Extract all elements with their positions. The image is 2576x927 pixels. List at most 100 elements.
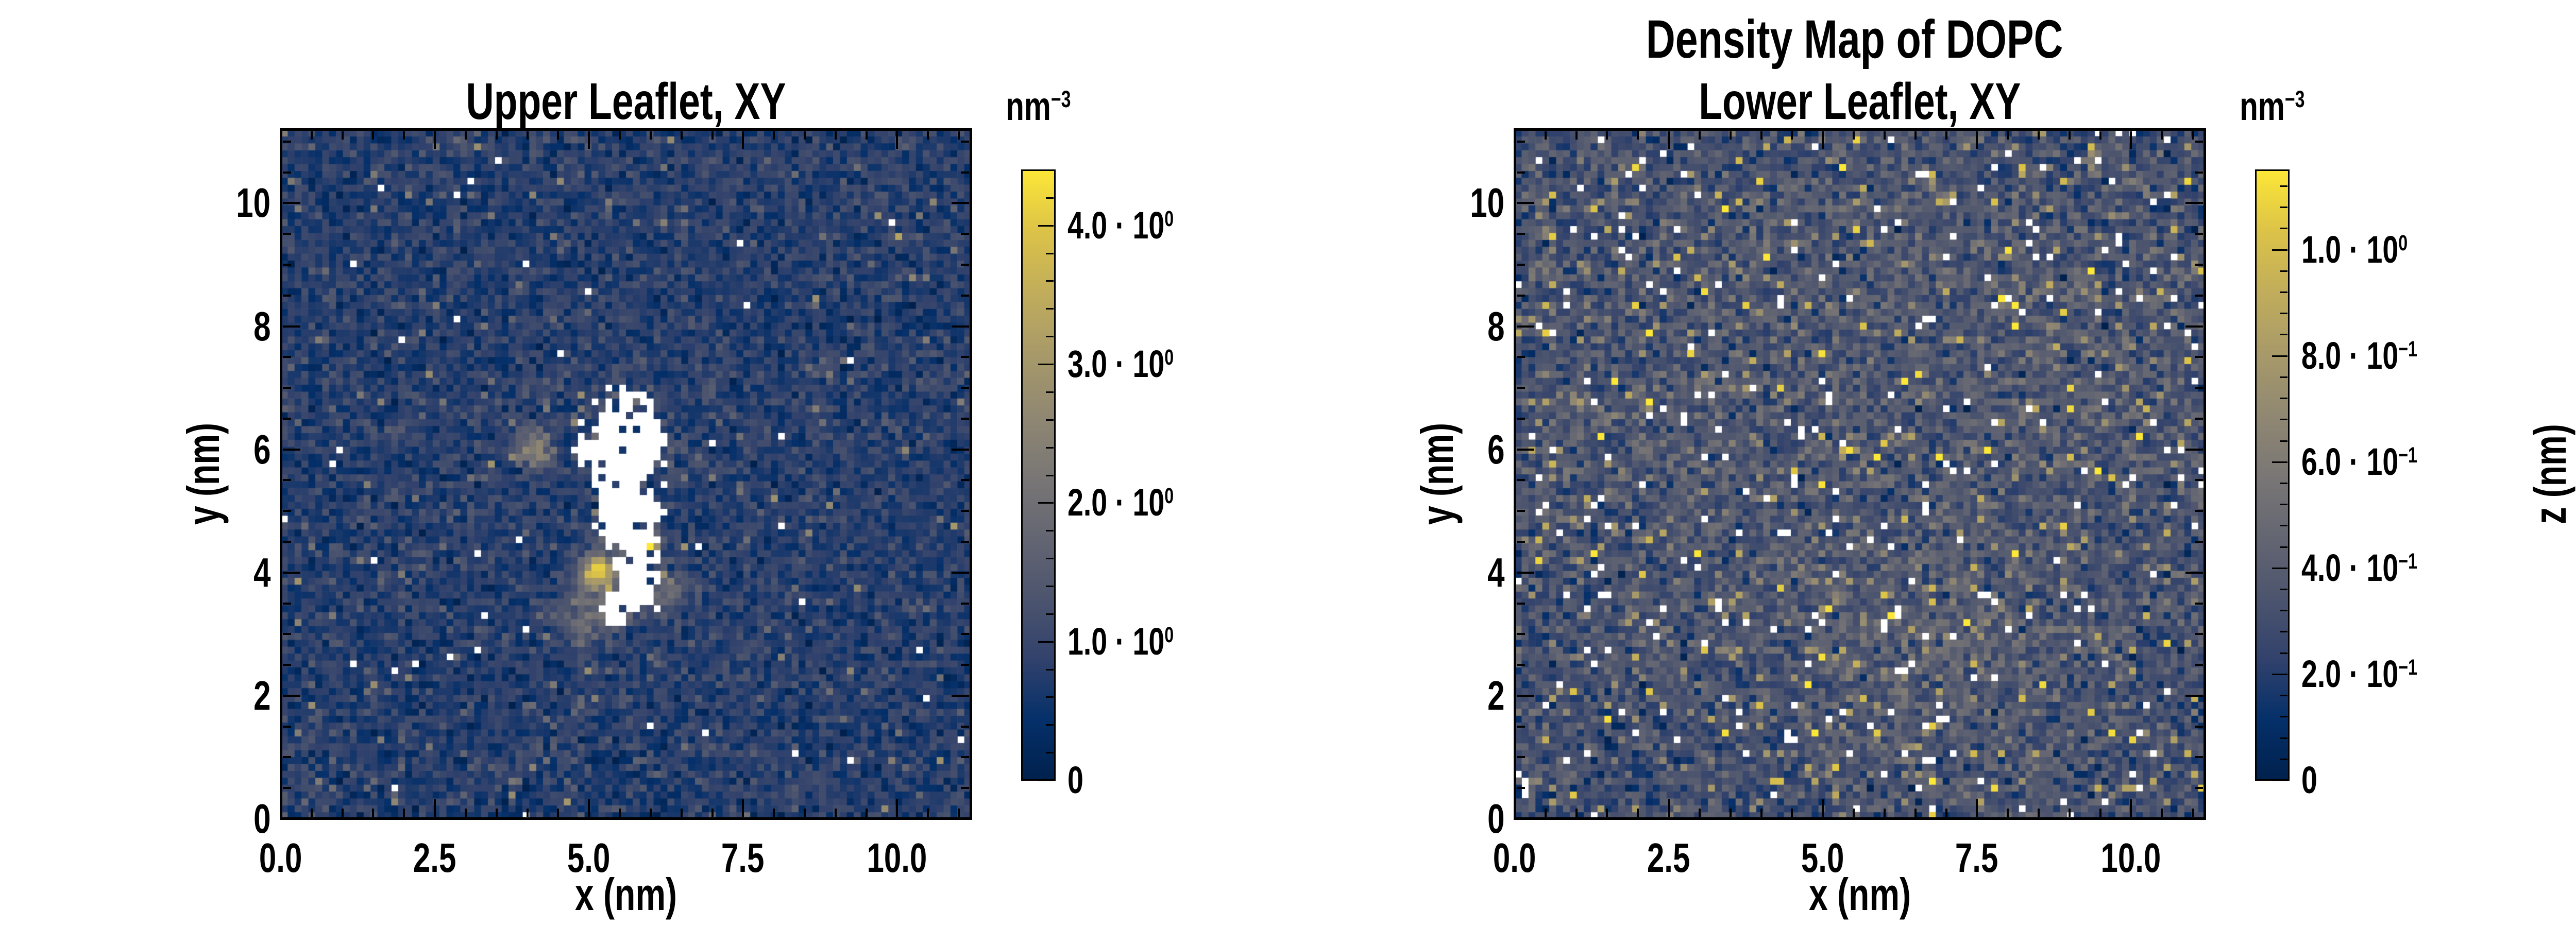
y-major-tick: [952, 202, 969, 204]
exponent: −3: [1051, 86, 1071, 113]
colorbar-minor-tick: [1046, 474, 1054, 476]
colorbar-tick-label: 0: [1067, 753, 1428, 807]
y-major-tick: [1517, 572, 1534, 574]
x-tick-label: 2.5: [332, 831, 538, 885]
y-minor-tick: [1517, 356, 1525, 358]
y-tick-label: 6: [64, 423, 270, 476]
colorbar-minor-tick: [2280, 503, 2287, 505]
colorbar-minor-tick: [2280, 206, 2287, 208]
colorbar-minor-tick: [1046, 696, 1054, 698]
x-tick-label: 0.0: [1412, 831, 1618, 885]
y-minor-tick: [283, 233, 291, 235]
x-minor-tick: [311, 809, 313, 817]
y-minor-tick: [1517, 510, 1525, 512]
y-major-tick: [2185, 325, 2203, 328]
x-minor-tick: [1914, 131, 1917, 140]
y-minor-tick: [961, 603, 969, 605]
y-minor-tick: [1517, 664, 1525, 666]
colorbar-frame-lower-leaflet: [2255, 169, 2290, 781]
colorbar-minor-tick: [2280, 609, 2287, 611]
colorbar-tick-label-text: 0: [2301, 759, 2317, 801]
y-minor-tick: [283, 787, 291, 789]
y-minor-tick: [961, 264, 969, 266]
colorbar-minor-tick: [1046, 751, 1054, 753]
colorbar-tick-label: 2.0 · 10−1: [2301, 647, 2576, 707]
colorbar-unit-label: nm−3: [2170, 81, 2376, 137]
y-minor-tick: [1517, 541, 1525, 543]
y-tick-label: 8: [64, 300, 270, 353]
plot-title-lower-leaflet: Lower Leaflet, XY: [1699, 73, 2021, 130]
y-major-tick: [283, 572, 300, 574]
colorbar-major-tick: [1038, 363, 1054, 365]
colorbar-minor-tick: [1046, 335, 1054, 337]
y-major-tick: [952, 325, 969, 328]
x-axis-label-upper-leaflet: x (nm): [575, 869, 677, 920]
y-minor-tick: [283, 141, 291, 143]
colorbar-unit-label-text: nm−3: [1006, 83, 1071, 129]
y-minor-tick: [283, 510, 291, 512]
colorbar-minor-tick: [2280, 630, 2287, 632]
y-major-tick: [283, 202, 300, 204]
y-minor-tick: [961, 295, 969, 297]
y-major-tick: [1517, 202, 1534, 204]
y-minor-tick: [961, 664, 969, 666]
colorbar-minor-tick: [2280, 737, 2287, 739]
x-tick-label-text: 7.5: [721, 835, 765, 881]
x-major-tick: [1514, 131, 1516, 149]
x-minor-tick: [681, 131, 683, 140]
plot-frame-upper-leaflet: [280, 128, 972, 820]
exponent: −1: [2398, 549, 2417, 574]
x-minor-tick: [557, 131, 559, 140]
y-major-tick: [2185, 695, 2203, 697]
x-major-tick: [280, 799, 282, 817]
x-minor-tick: [1575, 131, 1578, 140]
colorbar-major-tick: [2272, 249, 2287, 251]
x-major-tick: [742, 131, 744, 149]
y-minor-tick: [283, 633, 291, 635]
y-major-tick: [283, 695, 300, 697]
x-minor-tick: [2161, 809, 2163, 817]
x-minor-tick: [1914, 809, 1917, 817]
colorbar-minor-tick: [2280, 418, 2287, 420]
x-minor-tick: [866, 809, 868, 817]
colorbar-minor-tick: [1046, 529, 1054, 531]
x-minor-tick: [2099, 131, 2102, 140]
x-tick-label-text: 5.0: [567, 835, 611, 881]
x-minor-tick: [1730, 809, 1732, 817]
colorbar-minor-tick: [2280, 524, 2287, 526]
x-minor-tick: [619, 131, 621, 140]
y-minor-tick: [961, 356, 969, 358]
x-minor-tick: [927, 131, 929, 140]
y-minor-tick: [283, 726, 291, 728]
x-minor-tick: [1884, 131, 1886, 140]
x-major-tick: [742, 799, 744, 817]
colorbar-minor-tick: [2280, 546, 2287, 548]
colorbar-tick-label-text: 1.0 · 100: [1067, 620, 1174, 663]
x-minor-tick: [403, 809, 405, 817]
y-tick-label-text: 6: [253, 426, 270, 472]
x-minor-tick: [342, 809, 344, 817]
y-major-tick: [952, 818, 969, 820]
heatmap-lower-leaflet: [1515, 129, 2205, 819]
y-minor-tick: [961, 479, 969, 481]
y-minor-tick: [2195, 541, 2203, 543]
x-minor-tick: [835, 131, 837, 140]
y-major-tick: [952, 695, 969, 697]
y-minor-tick: [1517, 603, 1525, 605]
colorbar-minor-tick: [2280, 270, 2287, 272]
y-minor-tick: [1517, 418, 1525, 420]
exponent: −1: [2398, 337, 2417, 362]
y-tick-label: 2: [1298, 669, 1504, 723]
colorbar-minor-tick: [1046, 197, 1054, 199]
x-minor-tick: [804, 131, 806, 140]
x-minor-tick: [2192, 131, 2194, 140]
x-major-tick: [1668, 131, 1670, 149]
x-minor-tick: [1606, 131, 1608, 140]
figure-suptitle: Density Map of DOPC: [1646, 9, 2063, 70]
colorbar-minor-tick: [2280, 291, 2287, 293]
colorbar-minor-tick: [2280, 482, 2287, 484]
y-major-tick: [2185, 818, 2203, 820]
colorbar-tick-label: 4.0 · 100: [1067, 199, 1428, 258]
y-major-tick: [952, 572, 969, 574]
